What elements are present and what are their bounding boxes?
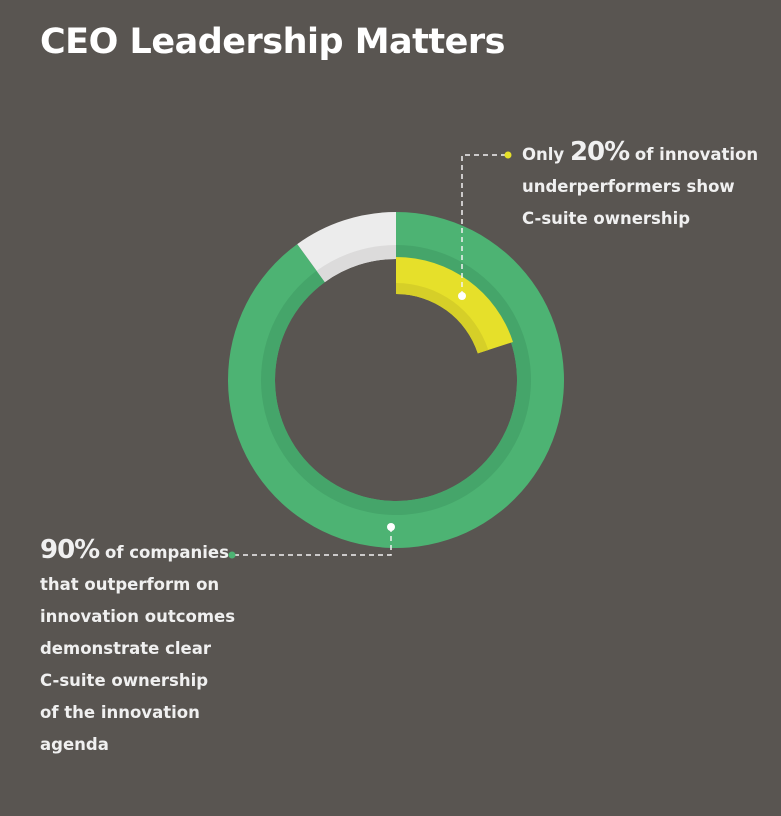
annotation-line: of the innovation — [40, 703, 200, 722]
annotation-prefix: Only — [522, 145, 570, 164]
leader-dot-green-segment — [387, 523, 395, 531]
annotation-line: that outperform on — [40, 575, 220, 594]
annotation-line: C-suite ownership — [40, 671, 209, 690]
leader-line-bottom — [234, 527, 392, 556]
annotation-underperformers: Only 20% of innovation underperformers s… — [522, 136, 758, 235]
annotation-line: innovation outcomes — [40, 607, 236, 626]
annotation-line: of companies — [99, 543, 229, 562]
annotation-line: underperformers show — [522, 177, 735, 196]
leader-dot-yellow-segment — [458, 292, 466, 300]
annotation-line: demonstrate clear — [40, 639, 211, 658]
annotation-line: agenda — [40, 735, 109, 754]
donut-segment-remainder-shade — [316, 245, 396, 283]
leader-line-top — [461, 154, 506, 296]
annotation-line: of innovation — [629, 145, 759, 164]
annotation-line: C-suite ownership — [522, 209, 691, 228]
page-title: CEO Leadership Matters — [40, 22, 505, 62]
leader-dot-top-label — [504, 151, 512, 159]
donut-segment-outer-remainder — [297, 212, 396, 283]
donut-segment-inner-shade — [396, 283, 489, 354]
annotation-value-90: 90% — [40, 535, 100, 565]
leader-dot-bottom-label — [228, 551, 236, 559]
annotation-value-20: 20% — [569, 137, 630, 167]
annotation-outperformers: 90% of companies that outperform on inno… — [40, 534, 235, 761]
